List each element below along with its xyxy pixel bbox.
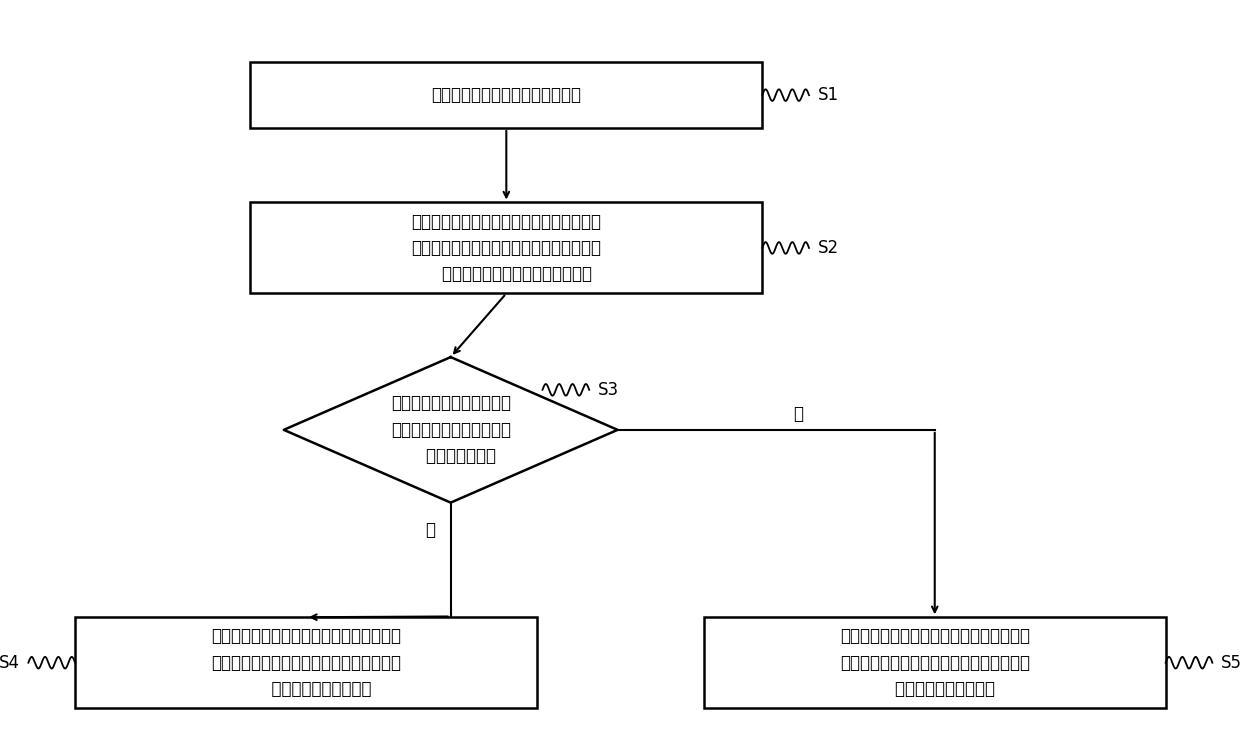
Text: 否: 否 — [794, 405, 804, 423]
Text: S4: S4 — [0, 654, 20, 672]
Text: 是: 是 — [425, 521, 435, 539]
Text: S1: S1 — [818, 86, 839, 104]
FancyBboxPatch shape — [250, 63, 763, 128]
Polygon shape — [284, 357, 618, 503]
Text: S5: S5 — [1221, 654, 1240, 672]
Text: 根据第二虚拟阻尼以及第二虚拟质量调整所
述机器人的所述当前运行速度，以使所述机
    器人具有第二期望速度: 根据第二虚拟阻尼以及第二虚拟质量调整所 述机器人的所述当前运行速度，以使所述机 … — [839, 627, 1029, 698]
FancyBboxPatch shape — [704, 618, 1166, 708]
Text: 根据第一虚拟阻尼以及第一虚拟质量调整所
述机器人的所述当前运行速度，以使所述机
      器人具有第一期望速度: 根据第一虚拟阻尼以及第一虚拟质量调整所 述机器人的所述当前运行速度，以使所述机 … — [211, 627, 401, 698]
Text: 判断所述期望加速度与所述
机器人的当前运行速度是否
    具有相同的方向: 判断所述期望加速度与所述 机器人的当前运行速度是否 具有相同的方向 — [391, 394, 511, 465]
Text: 利用所述操作力以及预设导纳参数计算所述
机器人的期望加速度，所述预设导纳参数包
    括预设虚拟阻尼以及预设虚拟质量: 利用所述操作力以及预设导纳参数计算所述 机器人的期望加速度，所述预设导纳参数包 … — [412, 213, 601, 283]
Text: S3: S3 — [598, 381, 619, 399]
Text: S2: S2 — [818, 239, 839, 257]
FancyBboxPatch shape — [76, 618, 537, 708]
Text: 检测施加在所述机器人上的操作力: 检测施加在所述机器人上的操作力 — [432, 86, 582, 104]
FancyBboxPatch shape — [250, 202, 763, 294]
